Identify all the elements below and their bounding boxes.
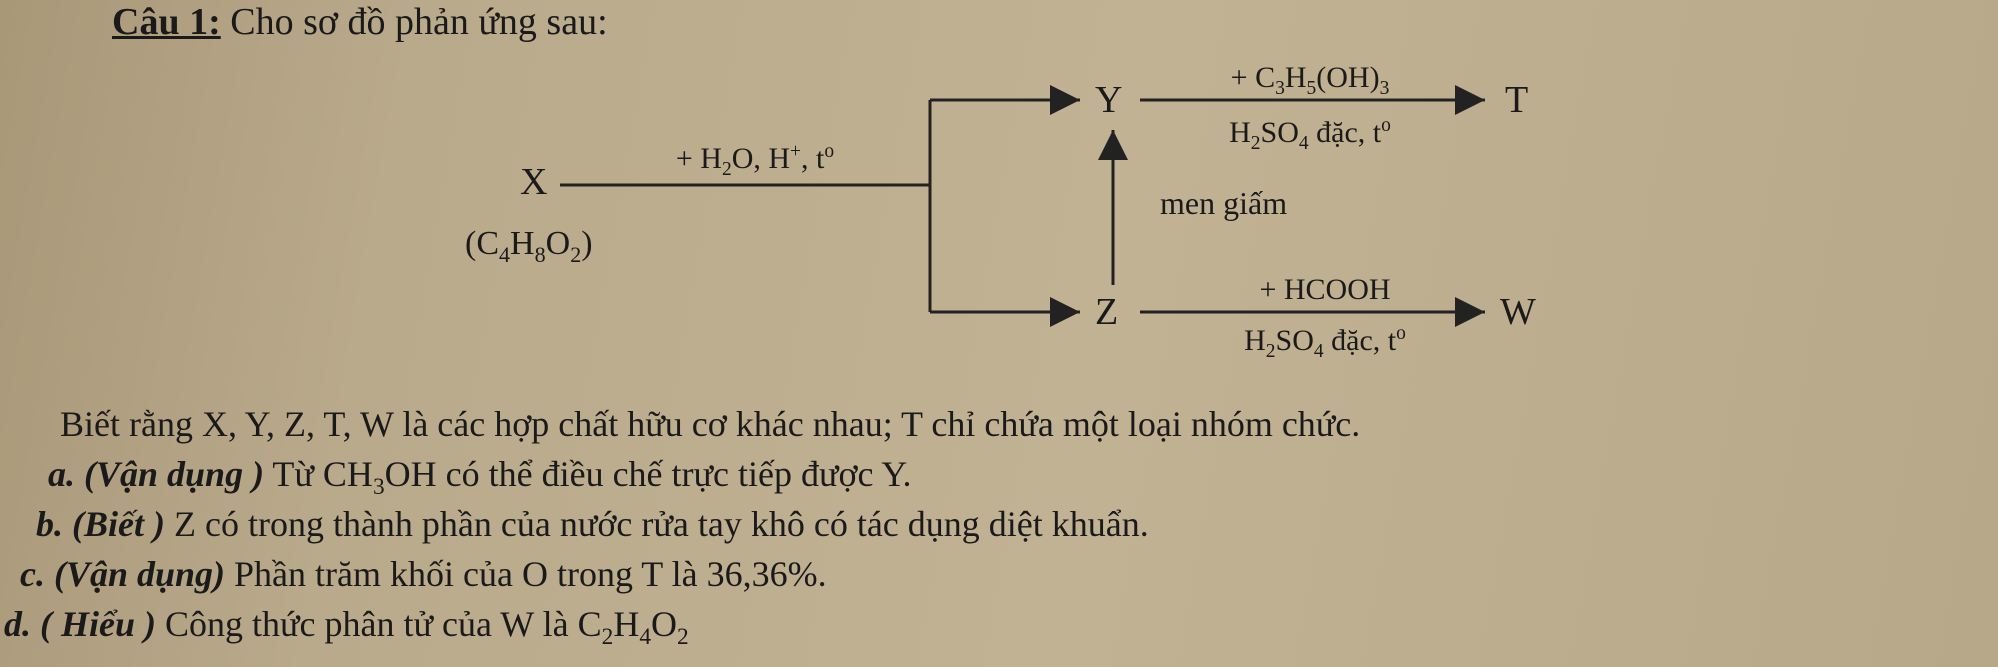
line-d: d. ( Hiểu ) Công thức phân tử của W là C… [4,600,689,654]
line-b-prefix: b. (Biết ) [36,504,165,544]
line-b: b. (Biết ) Z có trong thành phần của nướ… [36,500,1149,549]
line-c: c. (Vận dụng) Phần trăm khối của O trong… [20,550,827,599]
line-c-rest: Phần trăm khối của O trong T là 36,36%. [225,554,827,594]
line-d-rest: Công thức phân tử của W là C2H4O2 [156,604,689,644]
line-a-prefix: a. (Vận dụng ) [48,454,264,494]
line-a: a. (Vận dụng ) Từ CH3OH có thể điều chế … [48,450,912,504]
title-rest: Cho sơ đồ phản ứng sau: [221,1,608,43]
reaction-diagram: X (C4H8O2) + H2O, H+, to Y + C3H5(OH)3 H… [520,60,1840,360]
line-d-prefix: d. ( Hiểu ) [4,604,156,644]
line-a-rest: Từ CH3OH có thể điều chế trực tiếp được … [264,454,911,494]
line-c-prefix: c. (Vận dụng) [20,554,225,594]
line-b-rest: Z có trong thành phần của nước rửa tay k… [165,504,1149,544]
diagram-arrows [520,60,1840,360]
title-prefix: Câu 1: [112,1,221,43]
line-intro: Biết rằng X, Y, Z, T, W là các hợp chất … [60,400,1360,449]
question-title: Câu 1: Cho sơ đồ phản ứng sau: [112,0,608,44]
page-root: Câu 1: Cho sơ đồ phản ứng sau: X (C4H8O2… [0,0,1998,667]
